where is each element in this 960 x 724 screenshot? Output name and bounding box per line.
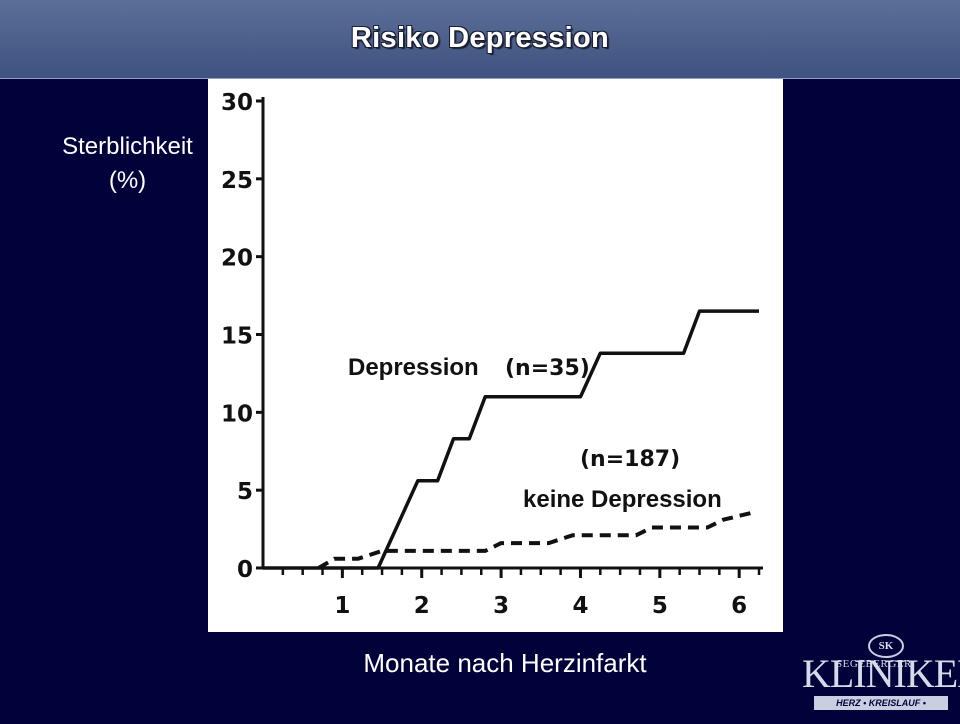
clinic-logo: SK SEGEBERGER KLINIKEN HERZ • KREISLAUF … xyxy=(800,634,960,722)
x-tick-label: 5 xyxy=(652,593,668,619)
y-axis-label-line2: (%) xyxy=(108,167,147,194)
y-tick-label: 15 xyxy=(221,324,253,350)
x-tick-label: 2 xyxy=(414,593,430,619)
y-tick-label: 5 xyxy=(237,479,253,505)
title-bar: Risiko Depression xyxy=(0,0,960,79)
logo-top-text: SEGEBERGER xyxy=(836,658,912,670)
x-axis-label: Monate nach Herzinfarkt xyxy=(363,648,647,678)
series-line-keine-depression xyxy=(317,510,756,570)
y-tick-label: 25 xyxy=(221,168,253,194)
y-tick-label: 20 xyxy=(221,246,253,272)
logo-sub-text: HERZ • KREISLAUF • ZENTRUM xyxy=(814,696,948,722)
x-tick-label: 4 xyxy=(572,593,588,619)
logo-badge: SK xyxy=(868,634,904,658)
series-line-depression xyxy=(263,309,759,570)
logo-main-text: KLINIKEN xyxy=(802,651,960,696)
annotation-keine-depression: keine Depression xyxy=(523,486,722,513)
y-tick-label: 0 xyxy=(237,557,253,583)
y-tick-label: 30 xyxy=(221,90,253,116)
x-tick-label: 3 xyxy=(493,593,509,619)
chart-panel: 0 5 10 15 20 25 30 1 2 3 4 5 6 Depression (n=35) (n=187… xyxy=(208,79,783,632)
y-axis-label-line1: Sterblichkeit xyxy=(62,133,193,160)
page-title: Risiko Depression xyxy=(350,22,610,54)
annotation-n187: (n=187) xyxy=(580,447,680,472)
y-axis-label: Sterblichkeit (%) xyxy=(40,130,215,198)
x-tick-label: 1 xyxy=(334,593,350,619)
annotation-depression: Depression xyxy=(348,354,479,381)
x-tick-label: 6 xyxy=(731,593,747,619)
annotation-n35: (n=35) xyxy=(505,356,590,381)
mortality-chart: 0 5 10 15 20 25 30 1 2 3 4 5 6 Depression (n=35) (n=187… xyxy=(221,90,763,619)
y-tick-label: 10 xyxy=(221,401,253,427)
